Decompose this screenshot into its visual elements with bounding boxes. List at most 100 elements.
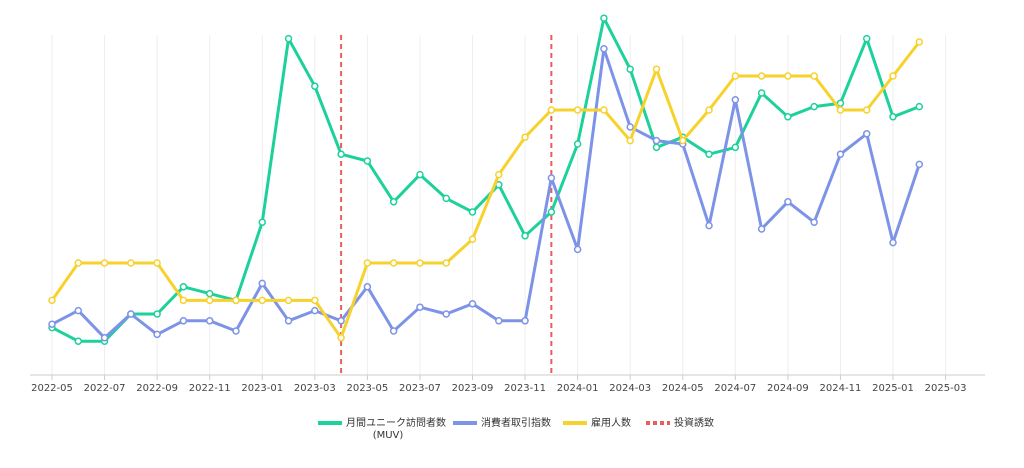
legend-item-3[interactable]: 投資誘致 <box>646 416 714 429</box>
data-point <box>679 136 687 145</box>
x-tick-label: 2024-05 <box>662 383 704 394</box>
data-point <box>153 330 161 339</box>
data-point <box>258 296 267 305</box>
data-point <box>416 170 424 179</box>
x-tick-label: 2022-09 <box>136 383 178 394</box>
data-point <box>74 306 83 315</box>
data-point <box>810 102 818 111</box>
data-point <box>311 82 319 90</box>
data-point <box>284 317 293 325</box>
data-point <box>521 133 529 141</box>
data-point <box>100 334 109 342</box>
x-tick-label: 2022-07 <box>84 383 126 394</box>
data-point <box>652 136 661 145</box>
series-1 <box>48 45 924 342</box>
data-point <box>915 38 924 46</box>
data-point <box>179 283 188 291</box>
x-tick-label: 2023-05 <box>346 383 388 394</box>
data-point <box>468 208 477 216</box>
data-point <box>705 221 713 230</box>
data-point <box>652 65 661 73</box>
series-2 <box>48 38 924 342</box>
data-point <box>363 283 372 291</box>
data-point <box>626 136 634 145</box>
data-point <box>600 45 608 53</box>
data-point <box>468 300 477 308</box>
data-point <box>915 102 924 111</box>
data-point <box>48 320 56 328</box>
x-tick-label: 2023-07 <box>399 383 441 394</box>
data-point <box>757 72 766 80</box>
legend-item-1[interactable]: 消費者取引指数 <box>453 416 551 429</box>
data-point <box>363 157 372 165</box>
data-point <box>495 170 503 179</box>
data-point <box>205 317 214 325</box>
data-point <box>468 235 477 243</box>
data-point <box>915 160 924 169</box>
data-point <box>311 296 319 305</box>
data-point <box>389 327 398 335</box>
data-point <box>363 259 372 267</box>
legend-label: 雇用人数 <box>591 416 631 429</box>
x-tick-label: 2023-11 <box>504 383 546 394</box>
data-point <box>416 259 424 267</box>
data-point <box>311 306 319 315</box>
data-point <box>100 259 109 267</box>
data-point <box>442 259 450 267</box>
data-point <box>232 296 240 305</box>
x-tick-label: 2025-01 <box>872 383 914 394</box>
data-point <box>731 96 740 104</box>
legend-label: 投資誘致 <box>674 416 714 429</box>
data-point <box>573 140 582 148</box>
data-point <box>600 106 608 114</box>
data-point <box>74 337 83 345</box>
data-point <box>705 150 713 158</box>
data-point <box>442 310 450 318</box>
legend-item-0[interactable]: 月間ユニーク訪問者数(MUV) <box>318 416 446 441</box>
x-tick-label: 2024-01 <box>557 383 599 394</box>
legend[interactable]: 月間ユニーク訪問者数(MUV) 消費者取引指数 雇用人数 投資誘致 <box>318 416 714 441</box>
x-tick-label: 2023-03 <box>294 383 336 394</box>
legend-item-2[interactable]: 雇用人数 <box>563 416 631 429</box>
data-point <box>495 317 503 325</box>
data-point <box>337 334 345 342</box>
x-tick-label: 2024-07 <box>714 383 756 394</box>
data-point <box>521 232 529 240</box>
data-point <box>416 303 424 311</box>
data-point <box>836 106 845 114</box>
data-point <box>547 106 556 114</box>
data-point <box>757 225 766 233</box>
series-line <box>51 16 920 343</box>
data-point <box>232 327 240 335</box>
data-point <box>731 143 740 152</box>
series-line <box>51 47 921 340</box>
data-point <box>810 72 818 80</box>
x-tick-label: 2023-01 <box>241 383 283 394</box>
x-tick-label: 2023-09 <box>452 383 494 394</box>
data-point <box>836 99 845 107</box>
data-point <box>626 123 634 131</box>
x-axis: 2022-05 2022-07 2022-09 2022-11 2023-01 2023-… <box>30 374 985 394</box>
data-point <box>731 72 740 80</box>
grid-layer <box>51 35 947 375</box>
data-point <box>258 279 267 288</box>
data-point <box>547 174 556 182</box>
data-point <box>153 259 161 267</box>
data-point <box>127 310 135 318</box>
legend-label: 消費者取引指数 <box>481 416 551 429</box>
x-tick-label: 2024-03 <box>609 383 651 394</box>
data-point <box>442 194 450 203</box>
data-point <box>48 296 56 305</box>
data-point <box>547 208 556 216</box>
data-point <box>784 72 792 80</box>
data-point <box>889 72 897 80</box>
x-tick-label: 2022-11 <box>189 383 231 394</box>
data-point <box>862 130 871 138</box>
data-point <box>626 65 634 73</box>
data-point <box>889 113 897 121</box>
data-point <box>179 296 188 305</box>
data-point <box>573 245 582 254</box>
data-point <box>337 317 345 325</box>
data-point <box>284 296 293 305</box>
